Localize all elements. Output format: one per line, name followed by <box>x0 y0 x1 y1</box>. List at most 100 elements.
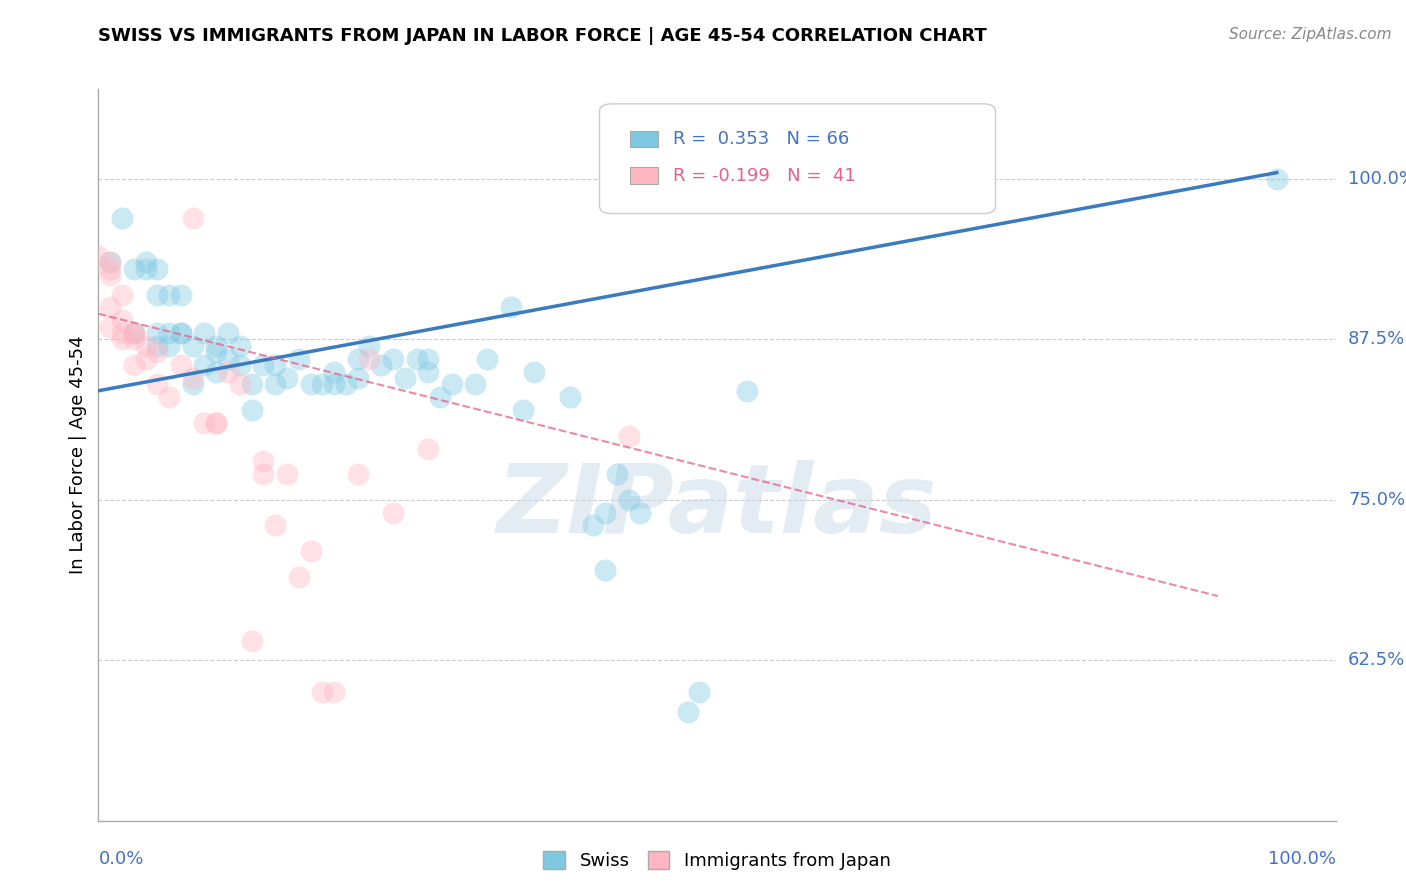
Point <box>217 364 239 378</box>
Point <box>146 377 169 392</box>
Point <box>229 358 252 372</box>
Text: Source: ZipAtlas.com: Source: ZipAtlas.com <box>1229 27 1392 42</box>
Point <box>240 377 263 392</box>
Point <box>311 685 333 699</box>
Text: 75.0%: 75.0% <box>1348 491 1405 508</box>
Point <box>335 377 357 392</box>
Point <box>181 339 204 353</box>
Point <box>205 416 228 430</box>
Point <box>122 326 145 340</box>
Text: 100.0%: 100.0% <box>1268 850 1336 868</box>
Point <box>264 377 287 392</box>
Point <box>240 634 263 648</box>
Point <box>157 326 180 340</box>
Point <box>135 261 157 276</box>
Point <box>217 326 239 340</box>
Point <box>606 467 628 482</box>
Point <box>323 364 346 378</box>
Legend: Swiss, Immigrants from Japan: Swiss, Immigrants from Japan <box>536 844 898 878</box>
Point <box>405 351 427 366</box>
Text: 62.5%: 62.5% <box>1348 651 1406 669</box>
FancyBboxPatch shape <box>630 168 658 184</box>
Point <box>122 358 145 372</box>
Point <box>276 371 298 385</box>
Point <box>264 518 287 533</box>
Point <box>157 287 180 301</box>
Point <box>323 377 346 392</box>
Y-axis label: In Labor Force | Age 45-54: In Labor Force | Age 45-54 <box>69 335 87 574</box>
Point <box>264 358 287 372</box>
Point <box>170 326 193 340</box>
Point <box>87 249 110 263</box>
Point <box>499 301 522 315</box>
Point <box>630 506 652 520</box>
Point <box>111 326 134 340</box>
Point <box>394 371 416 385</box>
Point <box>181 211 204 225</box>
Point <box>217 351 239 366</box>
Point <box>193 416 215 430</box>
Point <box>617 492 640 507</box>
Point <box>122 326 145 340</box>
Point <box>735 384 758 398</box>
Text: 100.0%: 100.0% <box>1348 170 1406 188</box>
Point <box>98 268 121 283</box>
Point <box>205 416 228 430</box>
Point <box>98 255 121 269</box>
Point <box>252 358 274 372</box>
Point <box>464 377 486 392</box>
Point <box>299 377 322 392</box>
Point <box>205 345 228 359</box>
Point <box>617 428 640 442</box>
Point <box>370 358 392 372</box>
Point <box>346 351 368 366</box>
Point <box>512 403 534 417</box>
Point <box>558 390 581 404</box>
Point <box>135 351 157 366</box>
Point <box>205 339 228 353</box>
Point <box>146 261 169 276</box>
Point <box>229 339 252 353</box>
Point <box>170 358 193 372</box>
Point <box>111 287 134 301</box>
Point <box>311 377 333 392</box>
Point <box>1265 172 1288 186</box>
Point <box>157 339 180 353</box>
Point <box>359 351 381 366</box>
Point <box>382 351 405 366</box>
Text: R =  0.353   N = 66: R = 0.353 N = 66 <box>672 130 849 148</box>
Point <box>382 506 405 520</box>
Point <box>429 390 451 404</box>
Point <box>146 345 169 359</box>
Point <box>122 261 145 276</box>
Point <box>146 287 169 301</box>
Point <box>346 467 368 482</box>
Point <box>122 333 145 347</box>
Point <box>170 287 193 301</box>
Point <box>193 326 215 340</box>
Text: 0.0%: 0.0% <box>98 850 143 868</box>
Point <box>477 351 499 366</box>
Point <box>593 563 616 577</box>
Point <box>98 261 121 276</box>
Point <box>323 685 346 699</box>
Text: R = -0.199   N =  41: R = -0.199 N = 41 <box>672 167 855 185</box>
Point <box>98 319 121 334</box>
FancyBboxPatch shape <box>599 103 995 213</box>
Point <box>287 351 309 366</box>
Point <box>287 570 309 584</box>
Point <box>523 364 546 378</box>
Point <box>418 442 440 456</box>
Point <box>688 685 710 699</box>
Point <box>299 544 322 558</box>
Text: 87.5%: 87.5% <box>1348 330 1406 349</box>
Point <box>135 339 157 353</box>
Point <box>252 454 274 468</box>
Point <box>582 518 605 533</box>
Point <box>122 326 145 340</box>
Point <box>181 377 204 392</box>
Point <box>170 326 193 340</box>
Point <box>98 255 121 269</box>
Point <box>418 351 440 366</box>
Point <box>111 333 134 347</box>
